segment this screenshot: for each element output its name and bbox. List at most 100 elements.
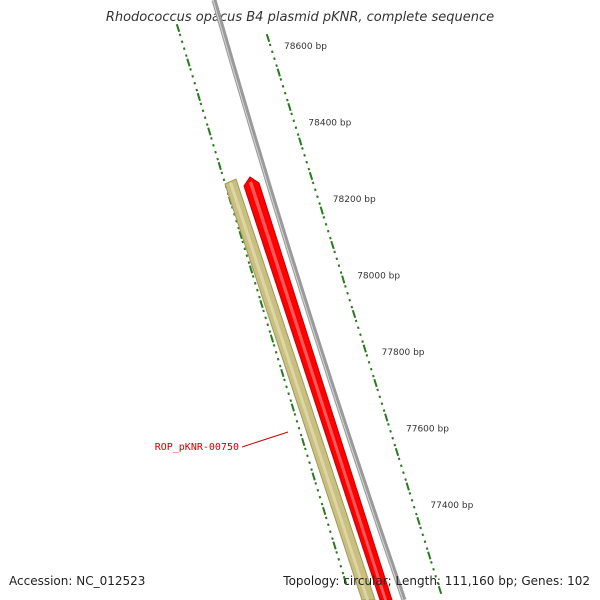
major-tick: [207, 127, 212, 136]
minor-tick: [189, 67, 192, 71]
minor-tick: [348, 298, 352, 302]
minor-tick: [268, 330, 272, 334]
minor-tick: [415, 512, 418, 516]
minor-tick: [356, 326, 360, 330]
major-tick: [217, 161, 222, 171]
minor-tick: [310, 468, 313, 471]
minor-tick: [214, 150, 217, 154]
minor-tick: [387, 422, 390, 426]
minor-tick: [365, 353, 369, 357]
minor-tick: [339, 271, 343, 275]
minor-tick: [268, 43, 272, 47]
minor-tick: [273, 57, 276, 61]
minor-tick: [212, 143, 215, 147]
major-tick: [394, 447, 400, 457]
minor-tick: [378, 395, 382, 399]
minor-tick: [180, 40, 184, 44]
minor-tick: [389, 429, 392, 433]
minor-tick: [290, 112, 293, 116]
major-tick: [301, 437, 306, 447]
minor-tick: [354, 319, 358, 323]
minor-tick: [256, 288, 259, 292]
minor-tick: [285, 385, 288, 389]
minor-tick: [203, 116, 207, 120]
major-tick: [196, 92, 201, 102]
minor-tick: [233, 212, 236, 216]
major-tick: [351, 309, 357, 319]
map-title: Rhodococcus opacus B4 plasmid pKNR, comp…: [105, 10, 495, 25]
major-tick: [416, 516, 421, 526]
minor-tick: [318, 202, 321, 206]
major-tick: [287, 102, 292, 112]
minor-tick: [391, 436, 395, 440]
major-tick: [405, 482, 410, 491]
major-tick: [259, 299, 264, 309]
scale-label: 78600 bp: [284, 42, 327, 52]
minor-tick: [324, 516, 328, 520]
gene-label-rop-pknr-00750[interactable]: ROP_pKNR-00750: [155, 442, 239, 453]
minor-tick: [369, 367, 373, 371]
minor-tick: [286, 98, 289, 102]
minor-tick: [408, 491, 412, 495]
major-tick: [437, 585, 443, 595]
minor-tick: [421, 533, 425, 537]
minor-tick: [283, 91, 287, 95]
minor-tick: [235, 219, 238, 223]
minor-tick: [295, 419, 299, 423]
minor-tick: [350, 305, 354, 309]
minor-tick: [296, 133, 300, 137]
minor-tick: [339, 564, 343, 568]
minor-tick: [293, 413, 297, 416]
gene-label-leader: [241, 431, 289, 448]
major-tick: [248, 265, 254, 274]
minor-tick: [303, 153, 306, 157]
minor-tick: [272, 343, 276, 347]
minor-tick: [297, 426, 301, 430]
scale-label: 77400 bp: [430, 501, 473, 511]
minor-tick: [292, 119, 296, 123]
minor-tick: [281, 84, 285, 88]
minor-tick: [412, 505, 416, 509]
topology-summary: Topology: circular; Length: 111,160 bp; …: [283, 574, 590, 588]
minor-tick: [316, 195, 319, 199]
minor-tick: [425, 547, 429, 551]
minor-tick: [205, 123, 209, 127]
minor-tick: [376, 388, 379, 392]
major-tick: [280, 368, 285, 378]
minor-tick: [367, 360, 371, 364]
minor-tick: [305, 160, 309, 164]
minor-tick: [331, 537, 334, 541]
minor-tick: [380, 402, 384, 406]
outer-tick-track: [265, 33, 443, 595]
minor-tick: [251, 274, 255, 278]
major-tick: [332, 541, 337, 550]
major-tick: [276, 68, 281, 77]
minor-tick: [266, 323, 270, 327]
inner-tick-track: [175, 23, 348, 585]
minor-tick: [275, 64, 278, 68]
scale-label: 78000 bp: [357, 272, 400, 282]
minor-tick: [283, 378, 286, 382]
major-tick: [290, 403, 295, 412]
gene-forward-highlight: [249, 181, 387, 600]
minor-tick: [337, 557, 341, 561]
minor-tick: [195, 88, 199, 92]
major-tick: [384, 413, 389, 422]
minor-tick: [397, 457, 401, 461]
minor-tick: [361, 340, 364, 344]
major-tick: [265, 33, 271, 43]
minor-tick: [316, 488, 320, 492]
major-tick: [186, 58, 191, 67]
minor-tick: [278, 364, 282, 368]
minor-tick: [399, 464, 403, 468]
minor-tick: [337, 264, 341, 268]
minor-tick: [335, 550, 338, 554]
minor-tick: [258, 295, 261, 299]
minor-tick: [270, 50, 274, 54]
minor-tick: [199, 102, 203, 106]
minor-tick: [216, 157, 219, 161]
minor-tick: [436, 581, 440, 585]
plasmid-backbone-highlight: [212, 0, 404, 600]
